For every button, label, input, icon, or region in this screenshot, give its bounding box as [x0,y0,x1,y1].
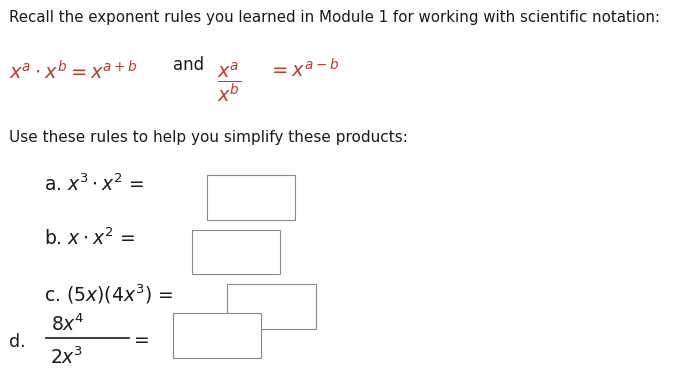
Text: $2x^3$: $2x^3$ [50,346,83,368]
Text: $8x^4$: $8x^4$ [51,313,84,335]
FancyBboxPatch shape [173,313,261,358]
FancyBboxPatch shape [227,284,316,329]
Text: Use these rules to help you simplify these products:: Use these rules to help you simplify the… [9,130,407,145]
FancyBboxPatch shape [207,175,295,220]
Text: $= x^{a-b}$: $= x^{a-b}$ [268,58,340,82]
Text: Recall the exponent rules you learned in Module 1 for working with scientific no: Recall the exponent rules you learned in… [9,10,660,25]
FancyBboxPatch shape [192,230,280,274]
Text: c. $(5x)(4x^3)$ =: c. $(5x)(4x^3)$ = [44,282,173,305]
Text: $\dfrac{x^a}{x^b}$: $\dfrac{x^a}{x^b}$ [217,60,242,105]
Text: =: = [134,331,150,350]
Text: a. $x^3 \cdot x^2$ =: a. $x^3 \cdot x^2$ = [44,173,145,194]
Text: $x^a \cdot x^b = x^{a+b}$: $x^a \cdot x^b = x^{a+b}$ [9,60,138,84]
Text: d.: d. [9,333,25,350]
Text: b. $x \cdot x^2$ =: b. $x \cdot x^2$ = [44,228,135,249]
Text: and: and [173,56,204,74]
